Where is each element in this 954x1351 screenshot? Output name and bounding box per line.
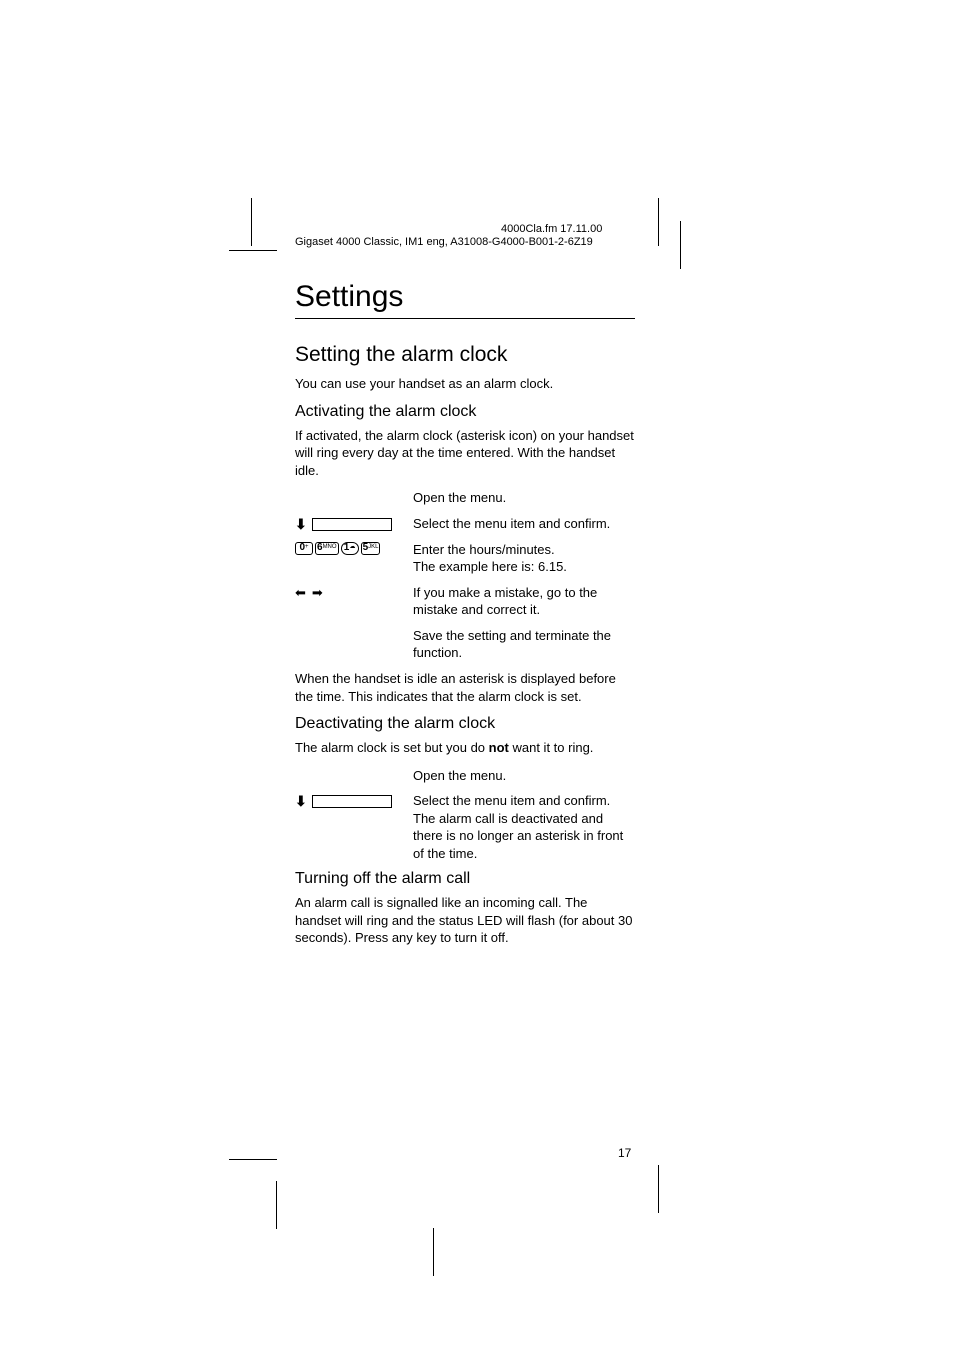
step-left: ⬇ bbox=[295, 515, 413, 533]
menu-box-icon bbox=[312, 518, 392, 531]
key-0: 0+ bbox=[295, 542, 313, 555]
content-area: Settings Setting the alarm clock You can… bbox=[295, 280, 635, 957]
step-text: Select the menu item and confirm. bbox=[413, 515, 635, 533]
step-text: If you make a mistake, go to the mistake… bbox=[413, 584, 635, 619]
page-title: Settings bbox=[295, 280, 635, 314]
header-doc-info: Gigaset 4000 Classic, IM1 eng, A31008-G4… bbox=[295, 236, 593, 248]
step-left: ⬅➡ bbox=[295, 584, 413, 601]
step-text: Save the setting and terminate the funct… bbox=[413, 627, 635, 662]
left-right-arrow-icon: ⬅➡ bbox=[295, 585, 329, 601]
step-left: 0+ 6MNO 1☁ 5JKL bbox=[295, 541, 413, 555]
crop-mark bbox=[658, 1165, 659, 1213]
subsection-text: An alarm call is signalled like an incom… bbox=[295, 894, 635, 947]
step-text: Enter the hours/minutes. The example her… bbox=[413, 541, 635, 576]
step-text: Select the menu item and confirm. The al… bbox=[413, 792, 635, 862]
crop-mark bbox=[251, 198, 252, 246]
key-1: 1☁ bbox=[341, 542, 359, 555]
step-row: 0+ 6MNO 1☁ 5JKL Enter the hours/minutes.… bbox=[295, 541, 635, 576]
title-rule bbox=[295, 318, 635, 319]
step-text: Open the menu. bbox=[413, 767, 635, 785]
key-6: 6MNO bbox=[315, 542, 339, 555]
crop-mark bbox=[680, 221, 681, 269]
crop-mark bbox=[433, 1228, 434, 1276]
section-intro: You can use your handset as an alarm clo… bbox=[295, 375, 635, 393]
step-row: Save the setting and terminate the funct… bbox=[295, 627, 635, 662]
down-arrow-icon: ⬇ bbox=[295, 516, 307, 533]
crop-mark bbox=[658, 198, 659, 246]
step-text: Open the menu. bbox=[413, 489, 635, 507]
page-number: 17 bbox=[618, 1146, 631, 1160]
subsection-heading: Turning off the alarm call bbox=[295, 870, 635, 888]
step-left bbox=[295, 489, 413, 490]
section-heading: Setting the alarm clock bbox=[295, 343, 635, 367]
subsection-heading: Activating the alarm clock bbox=[295, 403, 635, 421]
header-file-info: 4000Cla.fm 17.11.00 bbox=[501, 223, 602, 235]
step-left bbox=[295, 767, 413, 768]
subsection-heading: Deactivating the alarm clock bbox=[295, 715, 635, 733]
crop-mark bbox=[276, 1181, 277, 1229]
subsection-intro: If activated, the alarm clock (asterisk … bbox=[295, 427, 635, 480]
step-row: ⬇ Select the menu item and confirm. bbox=[295, 515, 635, 533]
crop-mark bbox=[229, 1159, 277, 1160]
step-left bbox=[295, 627, 413, 628]
menu-box-icon bbox=[312, 795, 392, 808]
crop-mark bbox=[229, 250, 277, 251]
step-row: Open the menu. bbox=[295, 767, 635, 785]
subsection-outro: When the handset is idle an asterisk is … bbox=[295, 670, 635, 705]
step-row: Open the menu. bbox=[295, 489, 635, 507]
step-row: ⬇ Select the menu item and confirm. The … bbox=[295, 792, 635, 862]
page: 4000Cla.fm 17.11.00 Gigaset 4000 Classic… bbox=[0, 0, 954, 1351]
step-row: ⬅➡ If you make a mistake, go to the mist… bbox=[295, 584, 635, 619]
step-left: ⬇ bbox=[295, 792, 413, 810]
subsection-intro: The alarm clock is set but you do not wa… bbox=[295, 739, 635, 757]
key-5: 5JKL bbox=[361, 542, 381, 555]
down-arrow-icon: ⬇ bbox=[295, 793, 307, 810]
